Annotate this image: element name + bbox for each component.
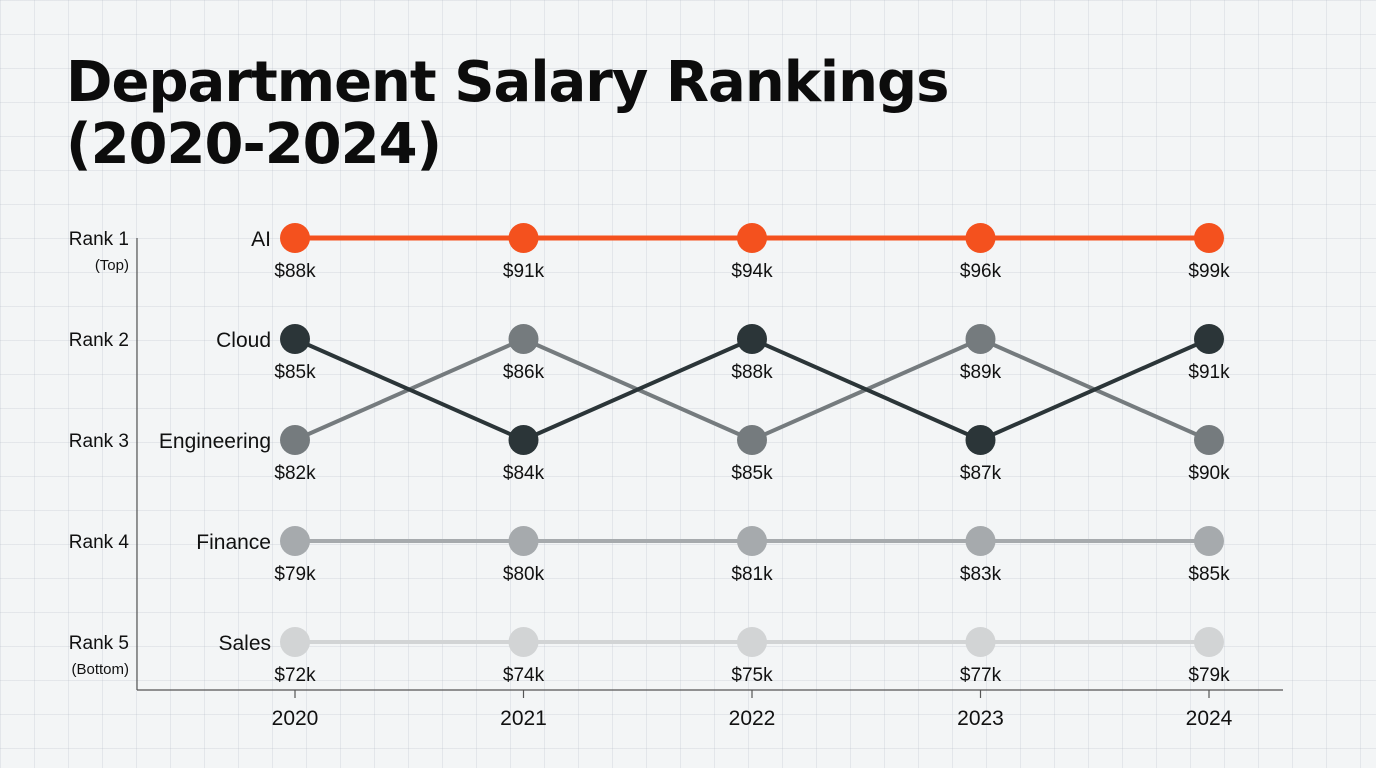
data-point-ai bbox=[737, 223, 767, 253]
data-label-engineering: $90k bbox=[1188, 463, 1230, 484]
data-point-finance bbox=[1194, 526, 1224, 556]
data-label-cloud: $85k bbox=[274, 362, 316, 383]
series-line-cloud bbox=[293, 337, 1211, 442]
data-point-cloud bbox=[280, 324, 310, 354]
data-label-sales: $79k bbox=[1188, 665, 1230, 686]
x-tick-label: 2021 bbox=[500, 707, 547, 730]
data-label-cloud: $88k bbox=[731, 362, 773, 383]
y-rank-sublabel: (Bottom) bbox=[71, 661, 129, 678]
data-point-finance bbox=[280, 526, 310, 556]
data-point-cloud bbox=[737, 324, 767, 354]
data-label-cloud: $91k bbox=[1188, 362, 1230, 383]
data-label-sales: $74k bbox=[503, 665, 545, 686]
data-point-engineering bbox=[280, 425, 310, 455]
data-point-finance bbox=[508, 526, 539, 556]
data-label-ai: $96k bbox=[960, 261, 1002, 282]
series-points bbox=[280, 223, 1224, 657]
data-label-finance: $80k bbox=[503, 564, 545, 585]
series-label-sales: Sales bbox=[218, 632, 271, 655]
y-rank-label: Rank 3 bbox=[69, 431, 129, 452]
data-point-ai bbox=[965, 223, 996, 253]
data-label-ai: $94k bbox=[731, 261, 773, 282]
data-point-finance bbox=[965, 526, 996, 556]
axes: 2020 2021 2022 2023 2024 Rank 1 (Top) Rank 2 Ran… bbox=[69, 229, 1283, 730]
data-label-sales: $72k bbox=[274, 665, 316, 686]
data-point-ai bbox=[508, 223, 539, 253]
data-point-sales bbox=[737, 627, 767, 657]
data-point-engineering bbox=[1194, 425, 1224, 455]
data-point-ai bbox=[280, 223, 310, 253]
data-label-engineering: $89k bbox=[960, 362, 1002, 383]
data-label-sales: $75k bbox=[731, 665, 773, 686]
y-rank-label: Rank 4 bbox=[69, 532, 130, 553]
data-point-cloud bbox=[1194, 324, 1224, 354]
data-label-engineering: $86k bbox=[503, 362, 545, 383]
series-line-engineering bbox=[293, 337, 1211, 442]
series-label-cloud: Cloud bbox=[216, 329, 271, 352]
data-label-sales: $77k bbox=[960, 665, 1002, 686]
data-point-cloud bbox=[965, 425, 996, 455]
data-point-engineering bbox=[737, 425, 767, 455]
x-tick-label: 2024 bbox=[1186, 707, 1233, 730]
y-rank-label: Rank 2 bbox=[69, 330, 129, 351]
data-point-engineering bbox=[508, 324, 539, 354]
x-tick-label: 2023 bbox=[957, 707, 1004, 730]
series-label-engineering: Engineering bbox=[159, 430, 271, 453]
y-rank-label: Rank 1 bbox=[69, 229, 129, 250]
data-point-sales bbox=[965, 627, 996, 657]
x-tick-label: 2020 bbox=[272, 707, 319, 730]
chart-title: Department Salary Rankings (2020-2024) bbox=[66, 50, 949, 177]
data-point-sales bbox=[280, 627, 310, 657]
y-rank-sublabel: (Top) bbox=[95, 257, 129, 274]
data-point-engineering bbox=[965, 324, 996, 354]
data-label-ai: $88k bbox=[274, 261, 316, 282]
data-label-engineering: $82k bbox=[274, 463, 316, 484]
data-point-finance bbox=[737, 526, 767, 556]
data-label-ai: $91k bbox=[503, 261, 545, 282]
data-label-cloud: $84k bbox=[503, 463, 545, 484]
data-label-ai: $99k bbox=[1188, 261, 1230, 282]
data-label-engineering: $85k bbox=[731, 463, 773, 484]
chart-labels: AI$88k $91k $94k $96k $99kCloud$85k$84k$88k$… bbox=[159, 228, 1230, 686]
y-rank-label: Rank 5 bbox=[69, 633, 129, 654]
data-label-finance: $79k bbox=[274, 564, 316, 585]
data-point-cloud bbox=[508, 425, 539, 455]
data-point-sales bbox=[508, 627, 539, 657]
x-tick-label: 2022 bbox=[729, 707, 776, 730]
data-label-cloud: $87k bbox=[960, 463, 1002, 484]
data-point-ai bbox=[1194, 223, 1224, 253]
data-point-sales bbox=[1194, 627, 1224, 657]
data-label-finance: $81k bbox=[731, 564, 773, 585]
series-label-finance: Finance bbox=[196, 531, 271, 554]
data-label-finance: $85k bbox=[1188, 564, 1230, 585]
data-label-finance: $83k bbox=[960, 564, 1002, 585]
series-label-ai: AI bbox=[251, 228, 271, 251]
